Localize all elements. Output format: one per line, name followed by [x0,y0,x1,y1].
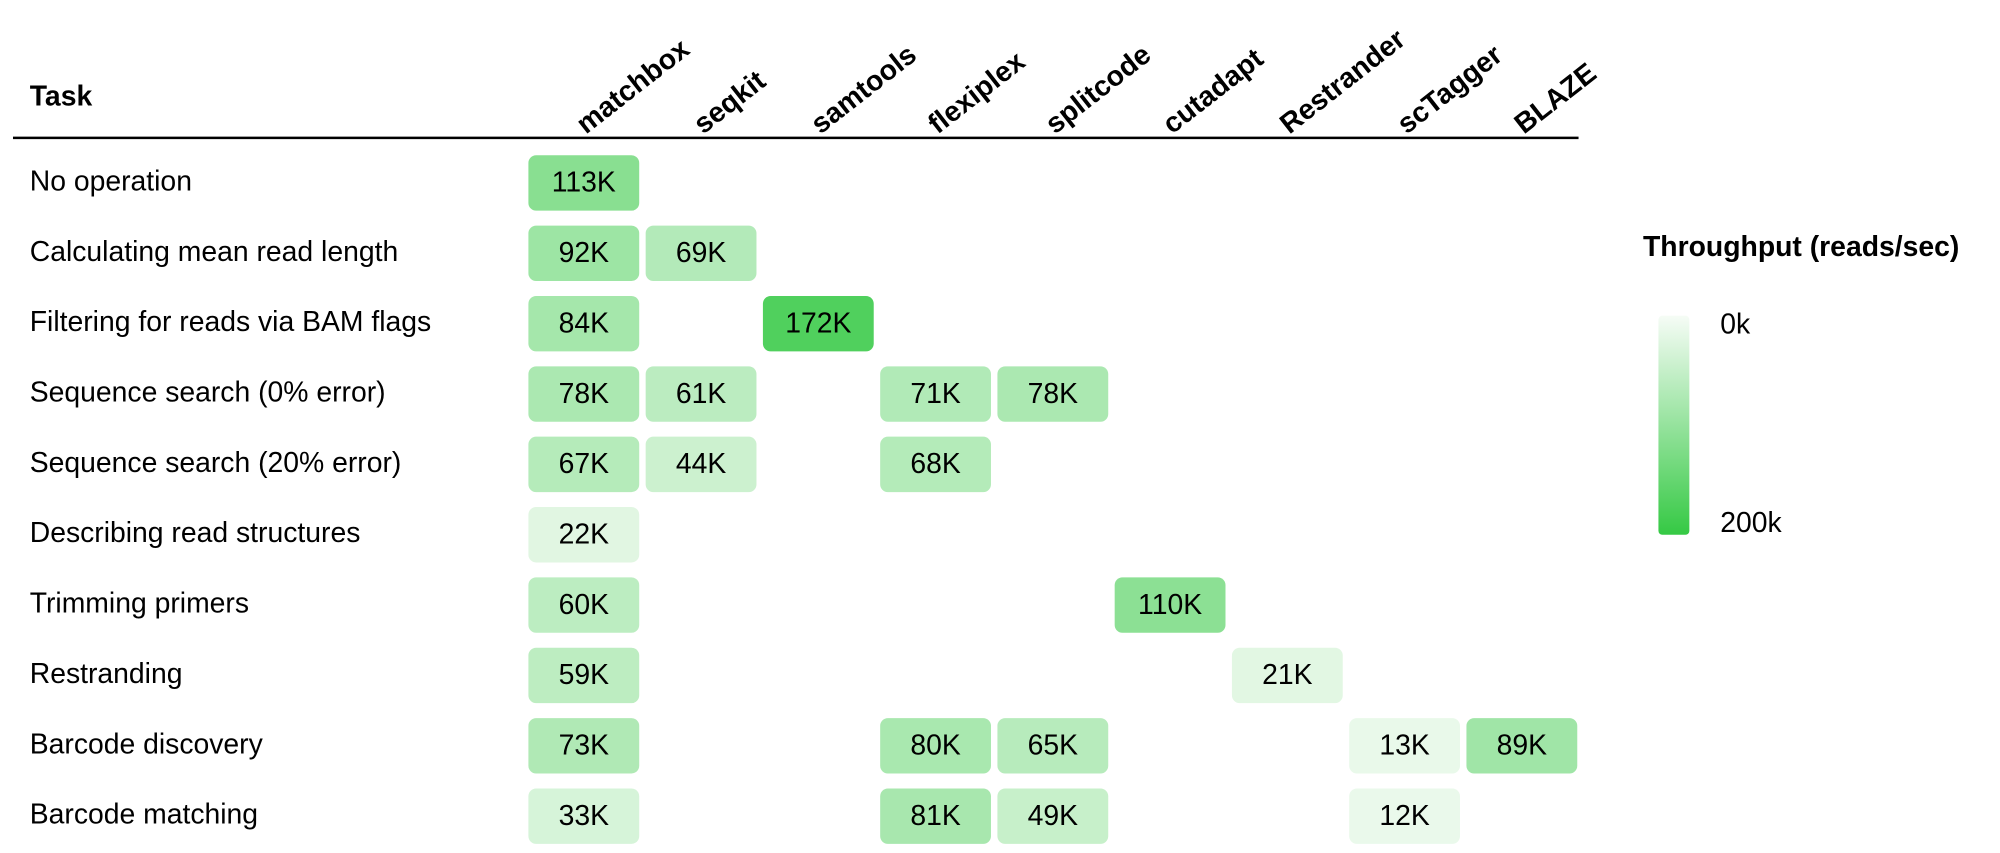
cell [528,788,640,844]
cell-label: 22K [559,519,610,551]
cell-label: 21K [1262,659,1313,691]
cell-label: 49K [1028,800,1079,832]
row-label: Describing read structures [30,517,361,549]
column-label: scTagger [1391,39,1508,140]
cell [762,295,874,352]
cell-label: 65K [1028,730,1079,762]
cell [997,718,1109,774]
colorbar-tick-label: 200k [1720,507,1782,539]
colorbar [1658,315,1690,535]
cell-label: 67K [559,448,610,480]
cell [528,577,640,633]
cell [528,507,640,563]
column-label: seqkit [688,64,773,140]
cell [528,647,640,704]
cell-label: 13K [1379,730,1430,762]
row-label: Barcode matching [30,799,258,831]
column-label: matchbox [570,33,695,141]
cell-label: 71K [910,378,961,410]
cell [528,295,640,352]
cell-label: 61K [676,378,727,410]
cell [997,788,1109,844]
cell-label: 44K [676,448,727,480]
cell-label: 59K [559,659,610,691]
cell [1231,647,1343,704]
cell-label: 33K [559,800,610,832]
cell [1114,577,1226,633]
cell-label: 81K [910,800,961,832]
column-label: Restrander [1274,23,1412,140]
cell-label: 113K [552,167,616,199]
cell [997,366,1109,422]
cell-label: 78K [559,378,610,410]
cell-label: 80K [910,730,961,762]
row-label: Sequence search (0% error) [30,377,386,409]
cell-label: 172K [785,307,851,339]
colorbar-title: Throughput (reads/sec) [1643,231,1959,263]
cell-label: 110K [1138,589,1202,621]
column-label: flexiplex [922,45,1031,140]
row-label: Sequence search (20% error) [30,447,402,479]
cell-label: 78K [1028,378,1079,410]
column-label: BLAZE [1508,57,1602,140]
row-label: Barcode discovery [30,728,264,760]
cell [1349,718,1461,774]
cell-label: 84K [559,307,610,339]
cell-label: 69K [676,237,727,269]
row-label: Trimming primers [30,588,249,620]
cell-label: 92K [559,237,610,269]
cell [528,436,640,493]
cell [528,155,640,211]
cell-label: 60K [559,589,610,621]
cell [645,225,757,282]
row-label: Filtering for reads via BAM flags [30,306,431,338]
column-label: cutadapt [1157,42,1270,140]
column-label: samtools [805,38,923,140]
cell [528,366,640,422]
cell [645,436,757,493]
cell [880,436,991,493]
cell [645,366,757,422]
cell [880,366,991,422]
colorbar-tick-label: 0k [1720,308,1751,340]
row-label: No operation [30,165,192,197]
row-label: Calculating mean read length [30,236,399,268]
cell [528,225,640,282]
cell-label: 73K [559,730,610,762]
column-label: splitcode [1039,38,1157,140]
cell-label: 89K [1497,730,1548,762]
row-label: Restranding [30,658,183,690]
cell [1466,718,1578,774]
cell [880,718,991,774]
cell [1349,788,1461,844]
cell-label: 12K [1379,800,1430,832]
cell [880,788,991,844]
cell [528,718,640,774]
cell-label: 68K [910,448,961,480]
row-header: Task [30,80,93,112]
